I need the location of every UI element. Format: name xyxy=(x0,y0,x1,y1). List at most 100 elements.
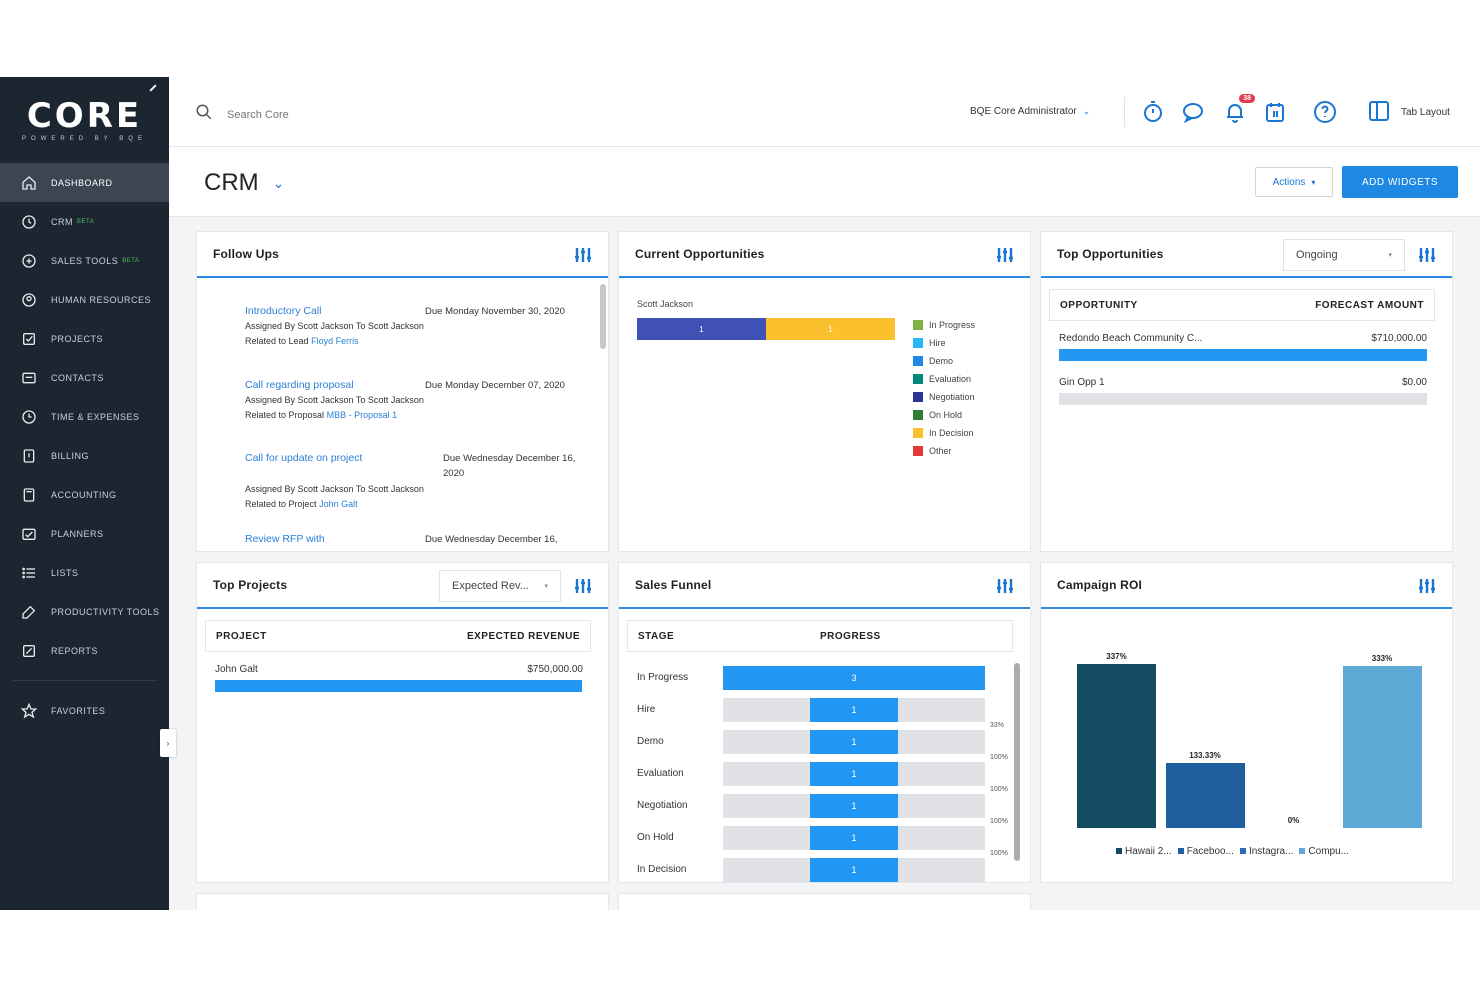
legend-item[interactable]: Faceboo... xyxy=(1177,846,1234,857)
legend-item[interactable]: Demo xyxy=(913,352,975,370)
legend-item[interactable]: Instagra... xyxy=(1239,846,1293,857)
legend-item[interactable]: Hawaii 2... xyxy=(1116,846,1172,857)
user-name: BQE Core Administrator xyxy=(970,106,1077,117)
roi-data-label: 333% xyxy=(1371,654,1393,664)
related-link[interactable]: Floyd Ferris xyxy=(311,336,359,346)
scrollbar[interactable] xyxy=(1014,663,1020,861)
legend-label: Negotiation xyxy=(929,392,975,402)
sidebar-item-billing[interactable]: Billing xyxy=(0,436,169,475)
funnel-bar[interactable]: 1 xyxy=(810,730,898,754)
widget-title: Top Projects xyxy=(213,578,288,592)
funnel-bar[interactable]: 1 xyxy=(810,858,898,882)
roi-bar[interactable] xyxy=(1342,666,1422,828)
sidebar-item-lists[interactable]: Lists xyxy=(0,553,169,592)
legend-label: Hawaii 2... xyxy=(1125,846,1172,857)
sidebar-item-label: Reports xyxy=(51,645,98,656)
sidebar-item-planners[interactable]: Planners xyxy=(0,514,169,553)
funnel-bar[interactable]: 1 xyxy=(810,698,898,722)
help-icon[interactable] xyxy=(1313,100,1337,124)
core-logo[interactable]: CORE POWERED BY BQE xyxy=(0,77,169,163)
sidebar-item-projects[interactable]: Projects xyxy=(0,319,169,358)
legend-item[interactable]: Negotiation xyxy=(913,388,975,406)
calendar-icon[interactable] xyxy=(1263,100,1287,124)
funnel-bar[interactable]: 1 xyxy=(810,762,898,786)
legend-item[interactable]: On Hold xyxy=(913,406,975,424)
settings-icon[interactable] xyxy=(996,246,1014,264)
legend-item[interactable]: Hire xyxy=(913,334,975,352)
settings-icon[interactable] xyxy=(1418,577,1436,595)
sidebar-item-sales-tools[interactable]: Sales Tools BETA xyxy=(0,241,169,280)
sidebar-item-label: Dashboard xyxy=(51,177,113,188)
settings-icon[interactable] xyxy=(574,577,592,595)
settings-icon[interactable] xyxy=(1418,246,1436,264)
bar-segment[interactable]: 1 xyxy=(637,318,766,340)
sidebar-item-productivity-tools[interactable]: Productivity Tools xyxy=(0,592,169,631)
select-value: Ongoing xyxy=(1296,249,1338,261)
follow-up-subject-link[interactable]: Introductory Call xyxy=(245,305,322,317)
funnel-stage-label: Demo xyxy=(637,736,664,747)
funnel-stage-label: Hire xyxy=(637,704,656,715)
legend-item[interactable]: Compu... xyxy=(1299,846,1349,857)
sidebar-item-accounting[interactable]: Accounting xyxy=(0,475,169,514)
settings-icon[interactable] xyxy=(996,577,1014,595)
project-filter-select[interactable]: Expected Rev... ▾ xyxy=(439,570,561,602)
column-header: FORECAST AMOUNT xyxy=(1315,299,1424,311)
related-link[interactable]: John Galt xyxy=(319,499,358,509)
sidebar-item-reports[interactable]: Reports xyxy=(0,631,169,670)
legend-item[interactable]: In Progress xyxy=(913,316,975,334)
roi-data-label: 133.33% xyxy=(1189,751,1221,761)
funnel-bar[interactable]: 3 xyxy=(723,666,985,690)
opportunity-filter-select[interactable]: Ongoing ▾ xyxy=(1283,239,1405,271)
row-progress-fill xyxy=(1059,349,1427,361)
legend-item[interactable]: Other xyxy=(913,442,975,460)
sidebar-item-favorites[interactable]: Favorites xyxy=(0,691,169,730)
legend-item[interactable]: In Decision xyxy=(913,424,975,442)
funnel-bar[interactable]: 1 xyxy=(810,794,898,818)
row-progress-track xyxy=(215,680,582,692)
top-projects-widget: Top Projects Expected Rev... ▾ PROJECT E… xyxy=(196,562,609,883)
roi-bar[interactable] xyxy=(1165,763,1245,828)
funnel-bar[interactable]: 1 xyxy=(810,826,898,850)
bell-icon[interactable]: 38 xyxy=(1223,94,1255,124)
legend-item[interactable]: Evaluation xyxy=(913,370,975,388)
column-header: PROJECT xyxy=(216,630,267,642)
scrollbar[interactable] xyxy=(600,284,606,349)
sidebar-item-contacts[interactable]: Contacts xyxy=(0,358,169,397)
legend-swatch xyxy=(913,428,923,438)
widget-title: Follow Ups xyxy=(213,247,279,261)
follow-up-subject-link[interactable]: Call regarding proposal xyxy=(245,379,354,391)
tab-layout-toggle[interactable]: Tab Layout xyxy=(1367,99,1450,126)
search-box[interactable] xyxy=(195,103,427,126)
sidebar-collapse-handle[interactable]: › xyxy=(160,729,176,757)
page-title-dropdown[interactable]: CRM ⌄ xyxy=(204,169,284,197)
follow-up-subject-link[interactable]: Call for update on project xyxy=(245,452,363,464)
sidebar-item-dashboard[interactable]: Dashboard xyxy=(0,163,169,202)
follow-up-subject-link[interactable]: Review RFP with xyxy=(245,533,325,545)
widget-title: Current Opportunities xyxy=(635,247,765,261)
sidebar-item-crm[interactable]: CRM BETA xyxy=(0,202,169,241)
sidebar-item-label: Contacts xyxy=(51,372,104,383)
pin-icon[interactable] xyxy=(149,84,157,92)
add-widgets-button[interactable]: ADD WIDGETS xyxy=(1342,166,1458,198)
user-menu[interactable]: BQE Core Administrator ⌄ xyxy=(970,106,1090,117)
related-link[interactable]: MBB - Proposal 1 xyxy=(326,410,398,420)
timer-icon[interactable] xyxy=(1141,100,1165,124)
funnel-track: 1 xyxy=(723,858,985,882)
opportunity-owner: Scott Jackson xyxy=(637,299,694,309)
search-input[interactable] xyxy=(227,108,427,121)
follow-up-related: Related to Lead Floyd Ferris xyxy=(245,334,595,349)
sidebar-item-time-expenses[interactable]: Time & Expenses xyxy=(0,397,169,436)
roi-bar[interactable] xyxy=(1077,664,1156,828)
bar-segment[interactable]: 1 xyxy=(766,318,895,340)
chat-icon[interactable] xyxy=(1181,100,1205,124)
topbar-divider xyxy=(1124,97,1125,127)
funnel-conversion-pct: 33% xyxy=(990,722,1005,729)
legend-label: Demo xyxy=(929,356,954,366)
column-header: STAGE xyxy=(638,630,675,642)
actions-button[interactable]: Actions ▾ xyxy=(1255,167,1333,197)
chevron-down-icon: ⌄ xyxy=(1082,106,1091,116)
sidebar-item-human-resources[interactable]: Human Resources xyxy=(0,280,169,319)
settings-icon[interactable] xyxy=(574,246,592,264)
nav-list: Dashboard CRM BETA Sales Tools BETA Human Res… xyxy=(0,163,169,670)
